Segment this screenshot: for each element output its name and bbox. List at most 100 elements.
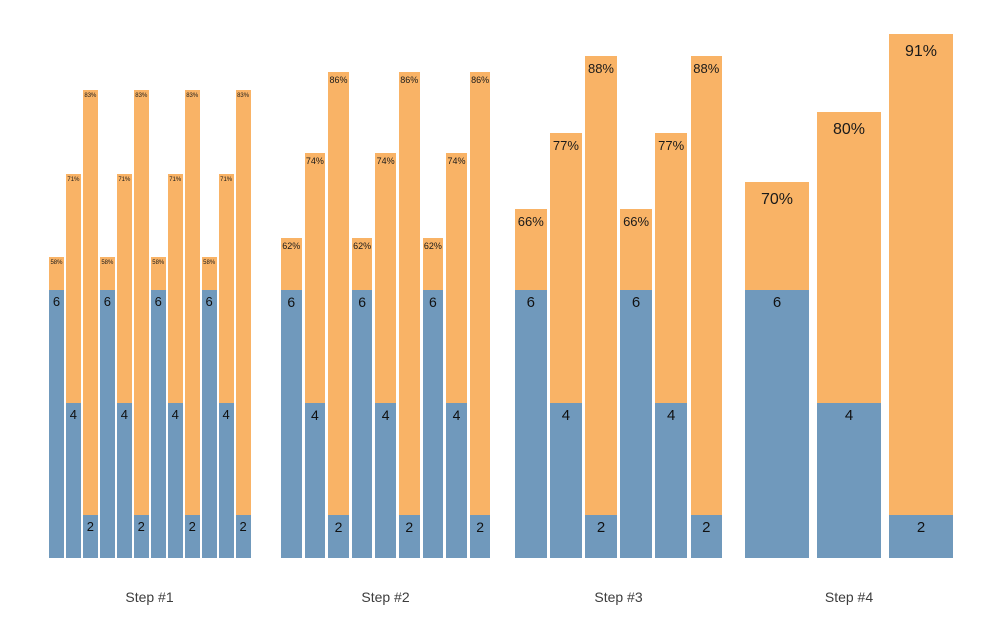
- percent-data-label: 88%: [693, 61, 720, 76]
- segment-value-label: 6: [358, 294, 366, 310]
- bar-step3-seg6-rep2: 66% 6: [620, 209, 652, 558]
- percent-data-label: 71%: [220, 177, 233, 183]
- bar-step2-seg2-rep1: 86% 2: [328, 72, 349, 558]
- bar-base-segment: 2: [469, 515, 491, 558]
- percent-data-label: 58%: [152, 260, 165, 266]
- percent-data-label: 86%: [400, 75, 419, 85]
- percent-data-label: 71%: [67, 177, 80, 183]
- percent-data-label: 62%: [423, 241, 442, 251]
- bar-step1-seg4-rep2: 71% 4: [116, 174, 132, 558]
- segment-value-label: 2: [405, 519, 414, 535]
- percent-data-label: 66%: [517, 214, 544, 229]
- percent-data-label: 71%: [169, 177, 182, 183]
- bar-base-segment: 6: [422, 290, 444, 558]
- percent-data-label: 83%: [84, 93, 97, 99]
- bar-base-segment: 2: [889, 515, 953, 558]
- segment-value-label: 4: [667, 407, 676, 424]
- bar-step1-seg6-rep3: 58% 6: [150, 257, 166, 558]
- bar-base-segment: 2: [184, 515, 200, 558]
- segment-value-label: 6: [631, 294, 641, 311]
- segment-value-label: 6: [287, 294, 296, 310]
- bar-step3-seg4-rep1: 77% 4: [550, 133, 582, 558]
- percent-data-label: 62%: [353, 241, 372, 251]
- percent-data-label: 70%: [760, 191, 794, 208]
- bar-step1-seg6-rep2: 58% 6: [99, 257, 115, 558]
- percent-data-label: 58%: [50, 260, 63, 266]
- bar-base-segment: 4: [65, 403, 81, 558]
- bar-base-segment: 6: [281, 290, 302, 558]
- bar-base-segment: 4: [655, 403, 687, 558]
- bar-step2-seg4-rep3: 74% 4: [446, 153, 467, 558]
- percent-data-label: 83%: [135, 93, 148, 99]
- segment-value-label: 2: [239, 519, 247, 534]
- segment-value-label: 4: [310, 407, 319, 423]
- bar-step1-seg2-rep1: 83% 2: [82, 90, 98, 558]
- percent-data-label: 77%: [658, 138, 685, 153]
- segment-value-label: 2: [476, 519, 484, 535]
- bar-step1-seg2-rep3: 83% 2: [184, 90, 200, 558]
- segment-value-label: 2: [137, 519, 145, 534]
- bar-step2-seg4-rep2: 74% 4: [375, 153, 396, 558]
- percent-data-label: 77%: [552, 138, 579, 153]
- bar-step4-seg4-rep1: 80% 4: [817, 112, 881, 558]
- segment-value-label: 4: [171, 407, 179, 422]
- percent-data-label: 74%: [376, 156, 395, 166]
- bar-step2-seg6-rep3: 62% 6: [422, 238, 444, 558]
- segment-value-label: 6: [103, 294, 111, 309]
- percent-data-label: 86%: [329, 75, 348, 85]
- segment-value-label: 4: [381, 407, 390, 423]
- segment-value-label: 6: [428, 294, 437, 310]
- segment-value-label: 4: [452, 407, 461, 423]
- segment-value-label: 4: [561, 407, 571, 424]
- bar-step4-seg2-rep1: 91% 2: [889, 34, 953, 558]
- segment-value-label: 6: [772, 294, 782, 311]
- bar-base-segment: 6: [99, 290, 115, 558]
- bar-step2-seg4-rep1: 74% 4: [304, 153, 326, 558]
- bar-base-segment: 2: [399, 515, 420, 558]
- bar-step3-seg6-rep1: 66% 6: [515, 209, 547, 558]
- bar-base-segment: 4: [446, 403, 467, 558]
- bar-base-segment: 4: [817, 403, 881, 558]
- percent-data-label: 62%: [282, 241, 301, 251]
- segment-value-label: 4: [222, 407, 230, 422]
- bar-step2-seg6-rep1: 62% 6: [281, 238, 302, 558]
- bar-step2-seg2-rep3: 86% 2: [469, 72, 491, 558]
- x-axis-label-step-1: Step #1: [125, 589, 174, 605]
- percent-data-label: 58%: [101, 260, 114, 266]
- bar-base-segment: 4: [116, 403, 132, 558]
- bar-base-segment: 4: [550, 403, 582, 558]
- bar-base-segment: 6: [515, 290, 547, 558]
- percent-data-label: 66%: [623, 214, 650, 229]
- bar-step1-seg6-rep4: 58% 6: [201, 257, 217, 558]
- segment-value-label: 6: [52, 294, 61, 309]
- bar-base-segment: 2: [328, 515, 349, 558]
- bar-base-segment: 6: [745, 290, 809, 558]
- bar-base-segment: 6: [201, 290, 217, 558]
- bar-step1-seg4-rep3: 71% 4: [167, 174, 183, 558]
- bar-base-segment: 6: [620, 290, 652, 558]
- x-axis-label-step-3: Step #3: [594, 589, 643, 605]
- x-axis-label-step-4: Step #4: [824, 589, 874, 605]
- bar-base-segment: 2: [585, 515, 617, 558]
- percent-data-label: 83%: [237, 93, 250, 99]
- segment-value-label: 4: [120, 407, 128, 422]
- bar-step1-seg2-rep2: 83% 2: [133, 90, 149, 558]
- segment-value-label: 2: [334, 519, 343, 535]
- segment-value-label: 6: [205, 294, 213, 309]
- segment-value-label: 2: [86, 519, 94, 534]
- bar-base-segment: 4: [218, 403, 234, 558]
- bar-base-segment: 6: [150, 290, 166, 558]
- bar-base-segment: 2: [133, 515, 149, 558]
- bar-base-segment: 4: [304, 403, 326, 558]
- bar-base-segment: 2: [235, 515, 251, 558]
- percent-data-label: 71%: [118, 177, 131, 183]
- bar-step1-seg6-rep1: 58% 6: [49, 257, 64, 558]
- percent-data-label: 74%: [447, 156, 466, 166]
- bar-base-segment: 2: [82, 515, 98, 558]
- bar-step4-seg6-rep1: 70% 6: [745, 182, 809, 558]
- percent-data-label: 83%: [186, 93, 199, 99]
- percent-data-label: 91%: [904, 43, 938, 60]
- bar-step3-seg2-rep2: 88% 2: [690, 56, 723, 558]
- segment-value-label: 2: [188, 519, 196, 534]
- bar-base-segment: 2: [690, 515, 723, 558]
